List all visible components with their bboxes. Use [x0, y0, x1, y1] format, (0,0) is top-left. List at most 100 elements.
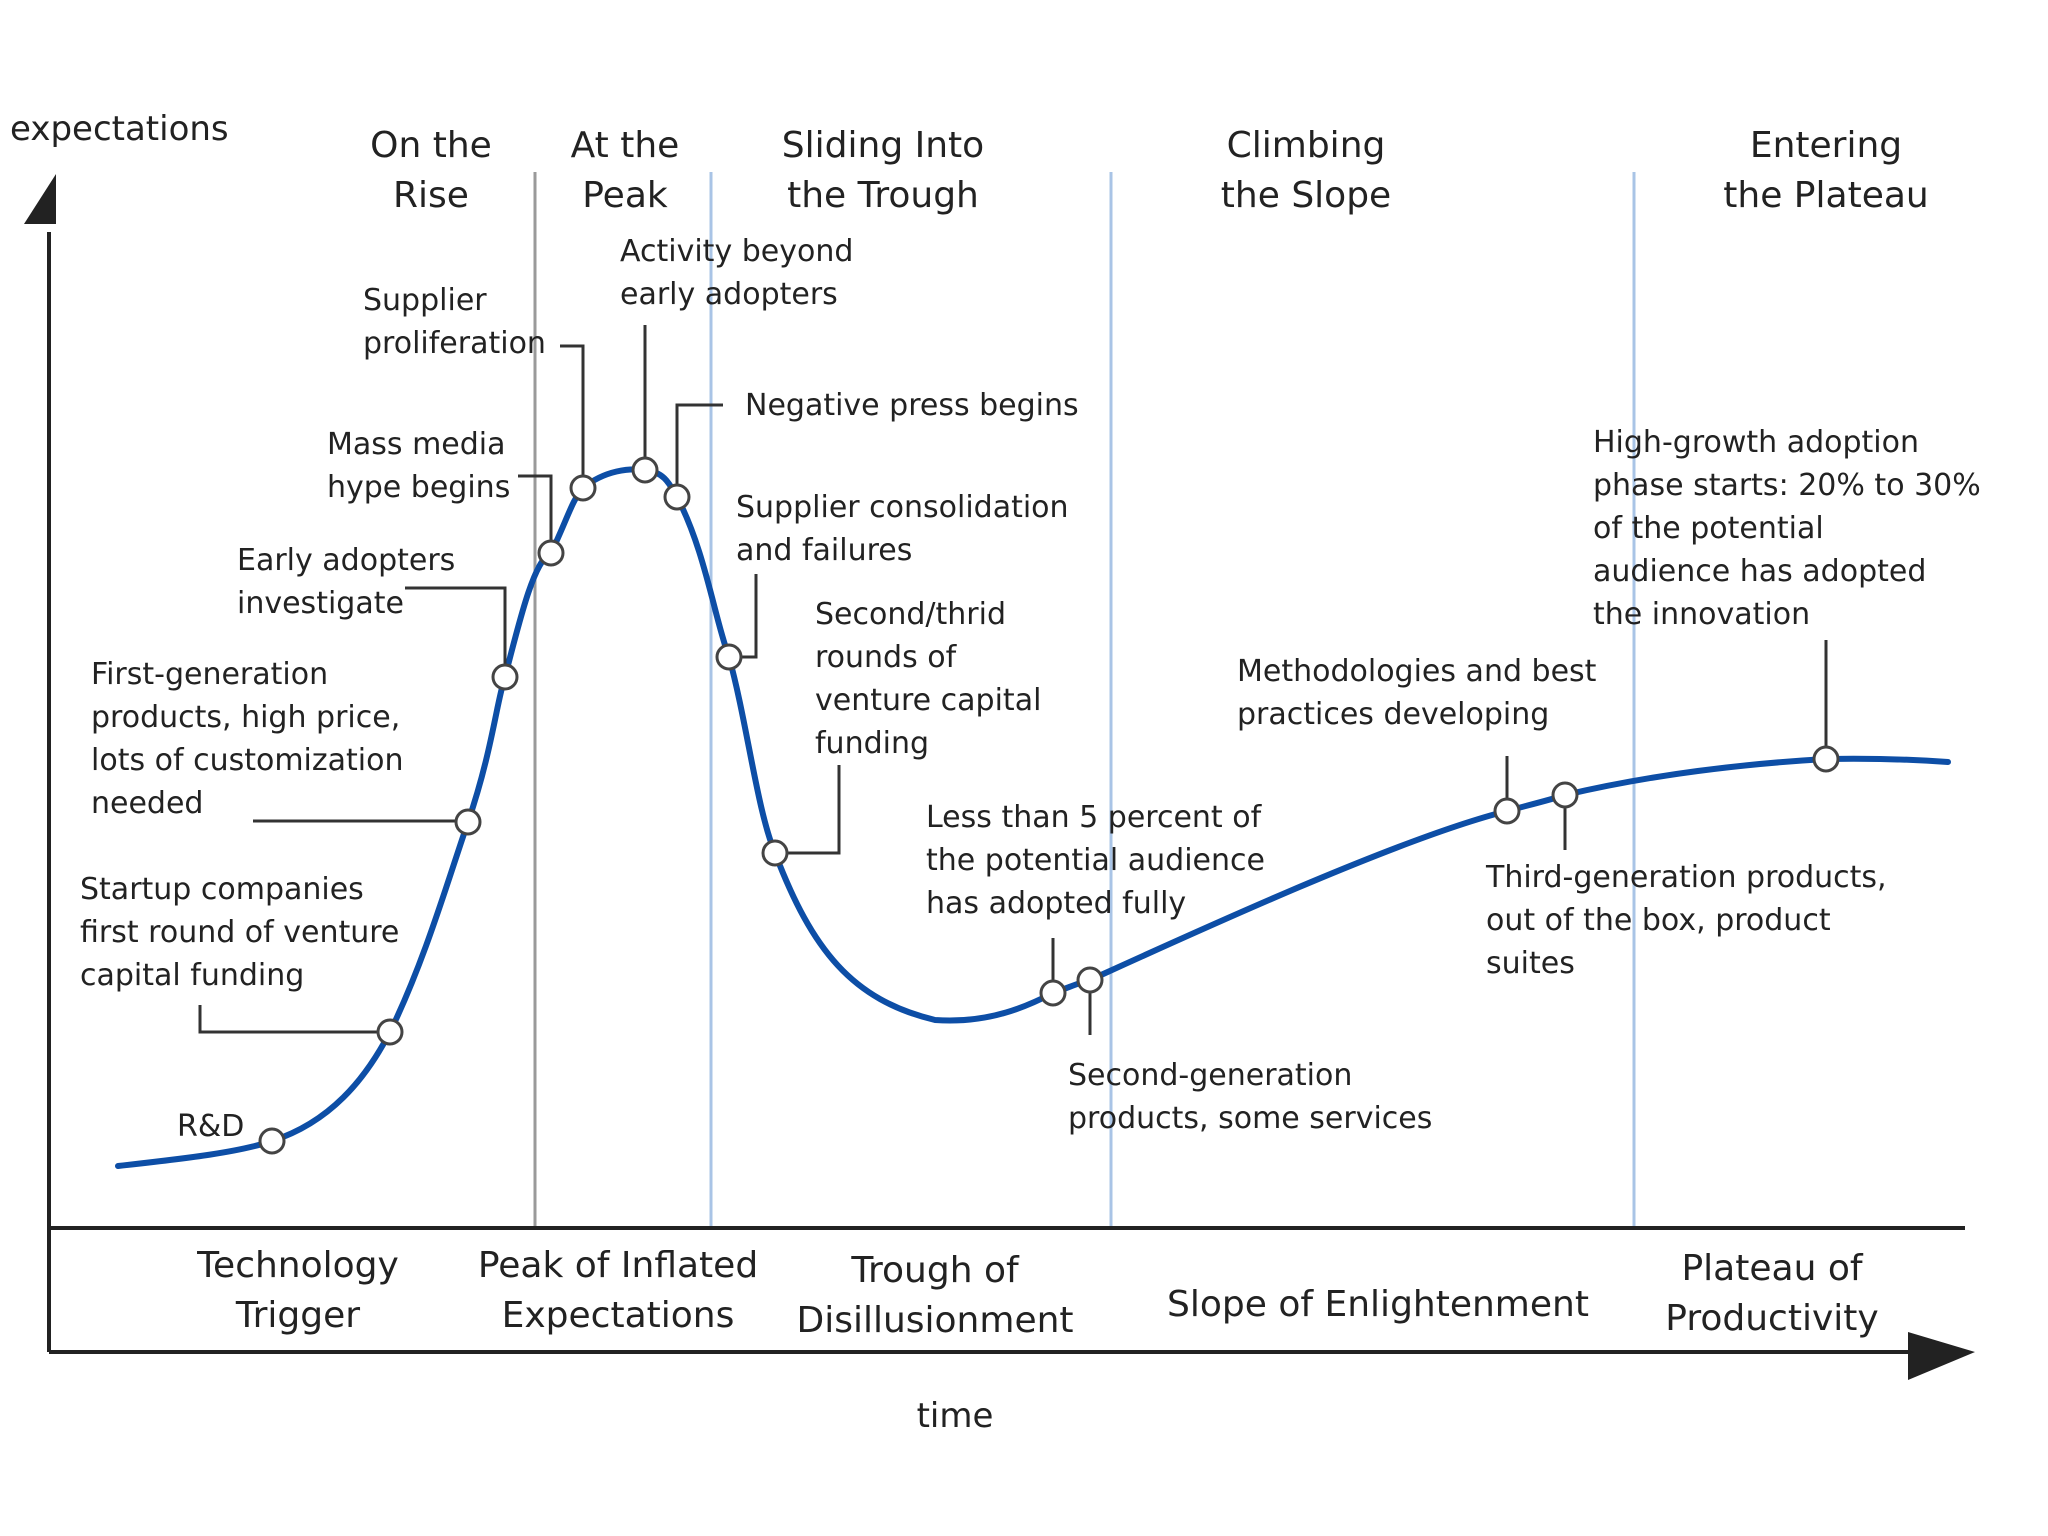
phase-entering-the-plateau: Entering the Plateau [1723, 125, 1928, 216]
stage-peak-of-inflated-expectations-line: Expectations [502, 1295, 735, 1336]
label-supplier-proliferation-line: Supplier [363, 283, 487, 318]
label-activity-beyond-line: early adopters [620, 277, 838, 312]
label-high-growth-line: of the potential [1593, 511, 1824, 546]
marker-high-growth [1812, 745, 1840, 773]
stage-trough-of-disillusionment-line: Disillusionment [796, 1300, 1073, 1341]
phase-at-the-peak-line: At the [571, 125, 680, 166]
label-methodologies-line: Methodologies and best [1237, 654, 1597, 689]
label-supplier-consolidation-line: and failures [736, 533, 912, 568]
label-activity-beyond: Activity beyond early adopters [620, 234, 853, 312]
label-negative-press: Negative press begins [745, 388, 1079, 423]
marker-activity-beyond [631, 456, 659, 484]
marker-third-generation [1551, 781, 1579, 809]
label-rd-line: R&D [177, 1109, 244, 1144]
marker-rd [258, 1127, 286, 1155]
label-second-generation: Second-generation products, some services [1068, 1058, 1432, 1136]
label-less-than-5-percent-line: Less than 5 percent of [926, 800, 1263, 835]
label-startup-funding-line: capital funding [80, 958, 304, 993]
label-high-growth-line: phase starts: 20% to 30% [1593, 468, 1981, 503]
leader-second-third-rounds [775, 765, 841, 855]
label-third-generation-line: suites [1486, 946, 1575, 981]
leader-early-adopters [405, 586, 507, 677]
label-third-generation-line: out of the box, product [1486, 903, 1831, 938]
label-startup-funding: Startup companies first round of venture c… [80, 872, 399, 993]
phase-sliding-into-trough-line: the Trough [787, 175, 979, 216]
phase-climbing-the-slope-line: the Slope [1221, 175, 1391, 216]
marker-less-than-5-percent [1039, 979, 1067, 1007]
label-third-generation-line: Third-generation products, [1485, 860, 1887, 895]
leader-supplier-proliferation [560, 344, 585, 488]
phase-entering-the-plateau-line: the Plateau [1723, 175, 1928, 216]
label-high-growth: High-growth adoption phase starts: 20% to… [1593, 425, 1981, 632]
label-second-third-rounds-line: funding [815, 726, 929, 761]
label-mass-media-line: Mass media [327, 427, 506, 462]
phase-on-the-rise-line: On the [370, 125, 492, 166]
label-early-adopters: Early adopters investigate [237, 543, 455, 621]
stage-plateau-of-productivity-line: Plateau of [1681, 1248, 1863, 1289]
label-first-generation-line: products, high price, [91, 700, 400, 735]
label-early-adopters-line: investigate [237, 586, 404, 621]
marker-negative-press [663, 483, 691, 511]
marker-second-third-rounds [761, 839, 789, 867]
phase-entering-the-plateau-line: Entering [1750, 125, 1902, 166]
label-high-growth-line: audience has adopted [1593, 554, 1926, 589]
stage-plateau-of-productivity: Plateau of Productivity [1665, 1248, 1878, 1339]
label-second-third-rounds-line: rounds of [815, 640, 958, 675]
leader-startup-funding [198, 1005, 390, 1034]
label-first-generation: First-generation products, high price, lot… [91, 657, 403, 821]
phase-sliding-into-trough: Sliding Into the Trough [782, 125, 984, 216]
label-third-generation: Third-generation products, out of the box… [1485, 860, 1887, 981]
marker-mass-media [537, 539, 565, 567]
label-second-third-rounds-line: venture capital [815, 683, 1041, 718]
phase-climbing-the-slope-line: Climbing [1227, 125, 1386, 166]
label-methodologies: Methodologies and best practices developi… [1237, 654, 1597, 732]
x-axis-label: time [917, 1396, 994, 1436]
label-second-third-rounds: Second/thrid rounds of venture capital fund… [815, 597, 1041, 761]
stage-slope-of-enlightenment: Slope of Enlightenment [1167, 1284, 1589, 1325]
label-startup-funding-line: first round of venture [80, 915, 399, 950]
label-second-generation-line: products, some services [1068, 1101, 1432, 1136]
label-rd: R&D [177, 1109, 244, 1144]
marker-supplier-consolidation [715, 643, 743, 671]
stage-plateau-of-productivity-line: Productivity [1665, 1298, 1878, 1339]
stage-peak-of-inflated-expectations-line: Peak of Inflated [478, 1245, 758, 1286]
phase-sliding-into-trough-line: Sliding Into [782, 125, 984, 166]
leader-mass-media [518, 474, 553, 553]
label-supplier-proliferation: Supplier proliferation [363, 283, 546, 361]
phase-on-the-rise: On the Rise [370, 125, 492, 216]
phase-at-the-peak: At the Peak [571, 125, 680, 216]
stage-technology-trigger: Technology Trigger [196, 1245, 399, 1336]
marker-methodologies [1493, 797, 1521, 825]
label-second-generation-line: Second-generation [1068, 1058, 1352, 1093]
label-less-than-5-percent-line: has adopted fully [926, 886, 1186, 921]
label-first-generation-line: First-generation [91, 657, 328, 692]
label-high-growth-line: the innovation [1593, 597, 1810, 632]
label-less-than-5-percent: Less than 5 percent of the potential audi… [926, 800, 1265, 921]
stage-peak-of-inflated-expectations: Peak of Inflated Expectations [478, 1245, 758, 1336]
label-early-adopters-line: Early adopters [237, 543, 455, 578]
stage-technology-trigger-line: Technology [196, 1245, 399, 1286]
leader-negative-press [675, 403, 723, 497]
label-supplier-consolidation: Supplier consolidation and failures [736, 490, 1069, 568]
stage-technology-trigger-line: Trigger [235, 1295, 360, 1336]
label-methodologies-line: practices developing [1237, 697, 1549, 732]
label-mass-media: Mass media hype begins [327, 427, 510, 505]
marker-first-generation [454, 808, 482, 836]
marker-startup-funding [376, 1018, 404, 1046]
x-axis-arrowhead [1908, 1332, 1975, 1380]
stage-slope-of-enlightenment-line: Slope of Enlightenment [1167, 1284, 1589, 1325]
label-mass-media-line: hype begins [327, 470, 510, 505]
label-supplier-proliferation-line: proliferation [363, 326, 546, 361]
label-high-growth-line: High-growth adoption [1593, 425, 1919, 460]
label-negative-press-line: Negative press begins [745, 388, 1079, 423]
phase-climbing-the-slope: Climbing the Slope [1221, 125, 1391, 216]
phase-at-the-peak-line: Peak [582, 175, 668, 216]
label-activity-beyond-line: Activity beyond [620, 234, 853, 269]
marker-second-generation [1076, 966, 1104, 994]
y-axis-label: expectations [10, 109, 229, 149]
label-second-third-rounds-line: Second/thrid [815, 597, 1006, 632]
label-startup-funding-line: Startup companies [80, 872, 364, 907]
label-first-generation-line: needed [91, 786, 203, 821]
y-axis-arrowhead [24, 174, 56, 224]
